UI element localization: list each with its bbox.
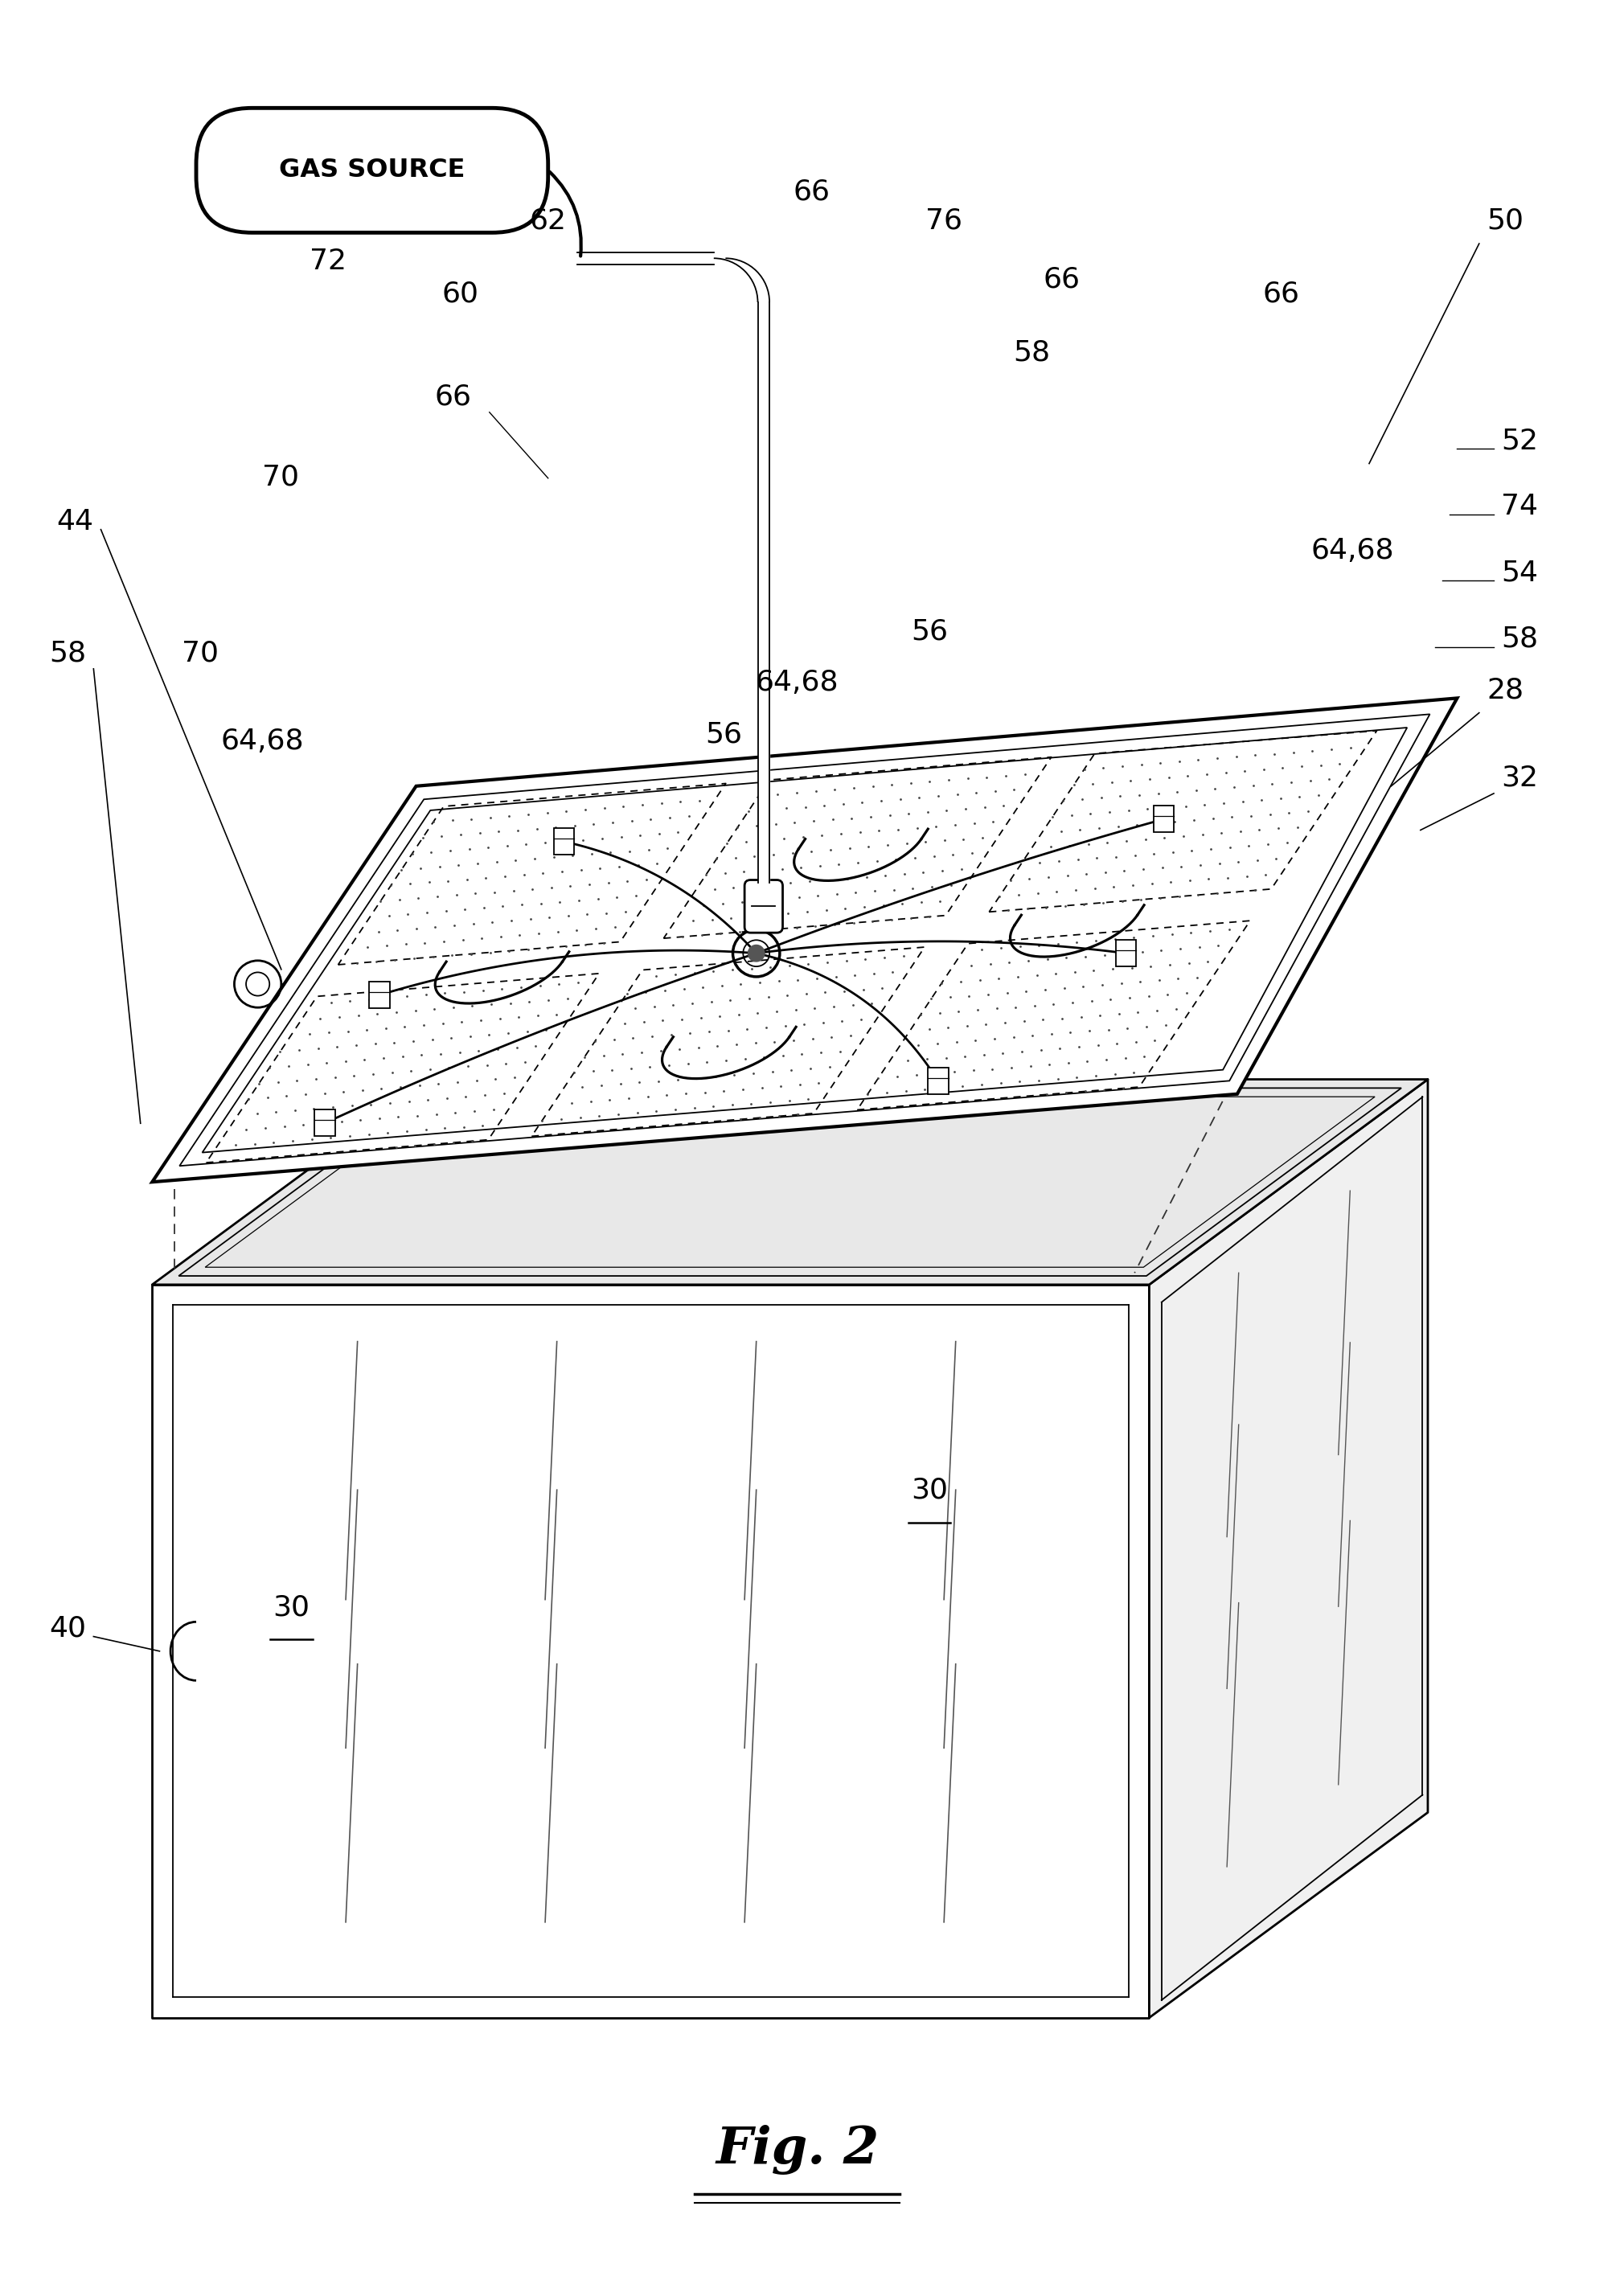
Text: 44: 44 <box>57 508 94 535</box>
Circle shape <box>747 945 765 963</box>
Bar <box>369 981 390 1008</box>
Text: 56: 56 <box>911 617 948 644</box>
Text: 56: 56 <box>705 721 742 749</box>
Text: 70: 70 <box>261 464 299 492</box>
Text: 32: 32 <box>1501 765 1538 792</box>
FancyBboxPatch shape <box>744 881 783 933</box>
Text: 76: 76 <box>926 207 963 234</box>
Polygon shape <box>153 1079 1427 1284</box>
Text: 54: 54 <box>1501 560 1538 587</box>
Text: 58: 58 <box>49 640 86 667</box>
Text: 30: 30 <box>273 1593 310 1621</box>
Text: GAS SOURCE: GAS SOURCE <box>279 157 464 182</box>
Text: 52: 52 <box>1501 428 1538 455</box>
Text: 64,68: 64,68 <box>1311 537 1393 564</box>
Text: 66: 66 <box>793 178 830 205</box>
Text: 64,68: 64,68 <box>755 669 840 696</box>
Polygon shape <box>1150 1079 1427 2019</box>
Text: 72: 72 <box>310 248 346 275</box>
Text: 66: 66 <box>1263 280 1299 307</box>
Text: 30: 30 <box>911 1477 948 1504</box>
Text: 58: 58 <box>1501 626 1538 653</box>
Text: 70: 70 <box>182 640 219 667</box>
Text: 40: 40 <box>49 1614 86 1643</box>
Text: 64,68: 64,68 <box>221 728 304 756</box>
Text: 74: 74 <box>1501 494 1538 521</box>
Text: 50: 50 <box>1486 207 1523 234</box>
Text: Fig. 2: Fig. 2 <box>716 2126 879 2174</box>
FancyBboxPatch shape <box>197 107 547 232</box>
Bar <box>1116 940 1137 967</box>
Polygon shape <box>153 1284 1150 2019</box>
Text: 58: 58 <box>1013 339 1051 366</box>
Text: 28: 28 <box>1486 676 1523 703</box>
Bar <box>315 1111 335 1136</box>
Text: 66: 66 <box>1043 266 1080 294</box>
Text: 62: 62 <box>529 207 567 234</box>
Bar <box>1153 806 1174 833</box>
Bar <box>554 828 575 856</box>
Polygon shape <box>153 699 1457 1181</box>
Bar <box>927 1067 948 1095</box>
Text: 60: 60 <box>442 280 479 307</box>
Text: 66: 66 <box>434 382 471 410</box>
